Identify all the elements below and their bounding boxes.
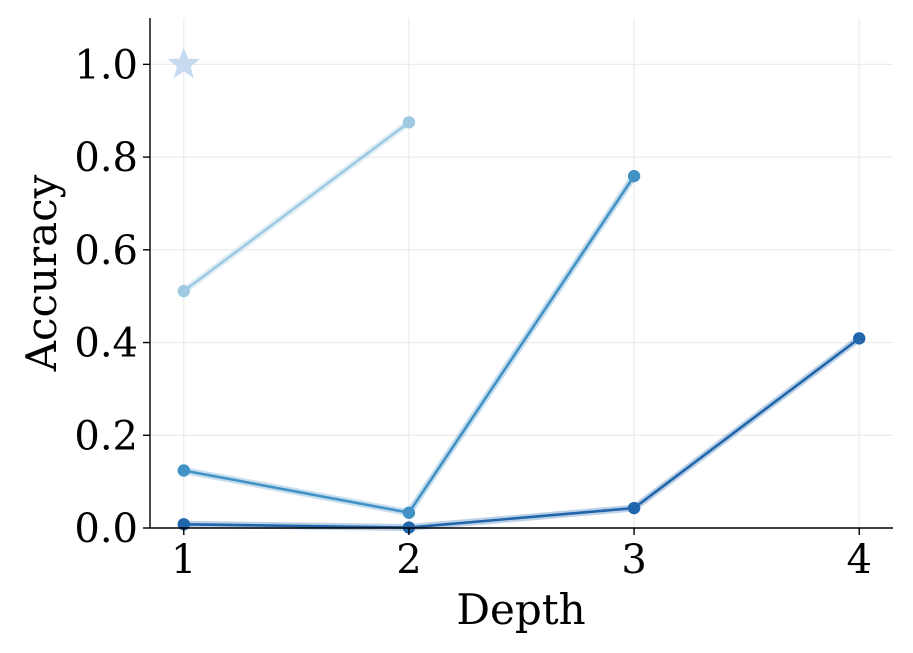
series-3-band xyxy=(180,334,863,532)
y-tick-label: 0.4 xyxy=(74,321,138,367)
series-2-point xyxy=(402,506,416,519)
y-tick-label: 0.6 xyxy=(74,228,138,274)
x-tick-label: 3 xyxy=(621,537,646,583)
x-axis-title: Depth xyxy=(456,585,585,634)
x-tick-label: 1 xyxy=(171,537,196,583)
ticks: 1 2 3 4 0.0 0.2 0.4 0.6 0.8 1.0 xyxy=(74,42,872,583)
axes xyxy=(149,18,893,529)
y-tick-label: 0.0 xyxy=(74,506,138,552)
series-1-point xyxy=(177,284,190,298)
series-1-point xyxy=(402,116,416,129)
series-layer xyxy=(167,47,866,534)
x-tick-label: 2 xyxy=(396,537,421,583)
y-tick-label: 0.2 xyxy=(74,413,138,459)
series-2-point xyxy=(177,464,190,477)
series-3-line xyxy=(182,337,861,529)
grid xyxy=(150,18,893,528)
series-1-line xyxy=(182,121,411,293)
series-3-point xyxy=(853,332,866,345)
series-3-point xyxy=(627,501,641,515)
y-axis-title: Accuracy xyxy=(17,174,66,372)
y-tick-label: 1.0 xyxy=(74,42,138,88)
y-tick-label: 0.8 xyxy=(74,135,138,181)
x-tick-label: 4 xyxy=(847,537,872,583)
star-marker xyxy=(167,47,200,79)
series-2-point xyxy=(627,169,641,183)
